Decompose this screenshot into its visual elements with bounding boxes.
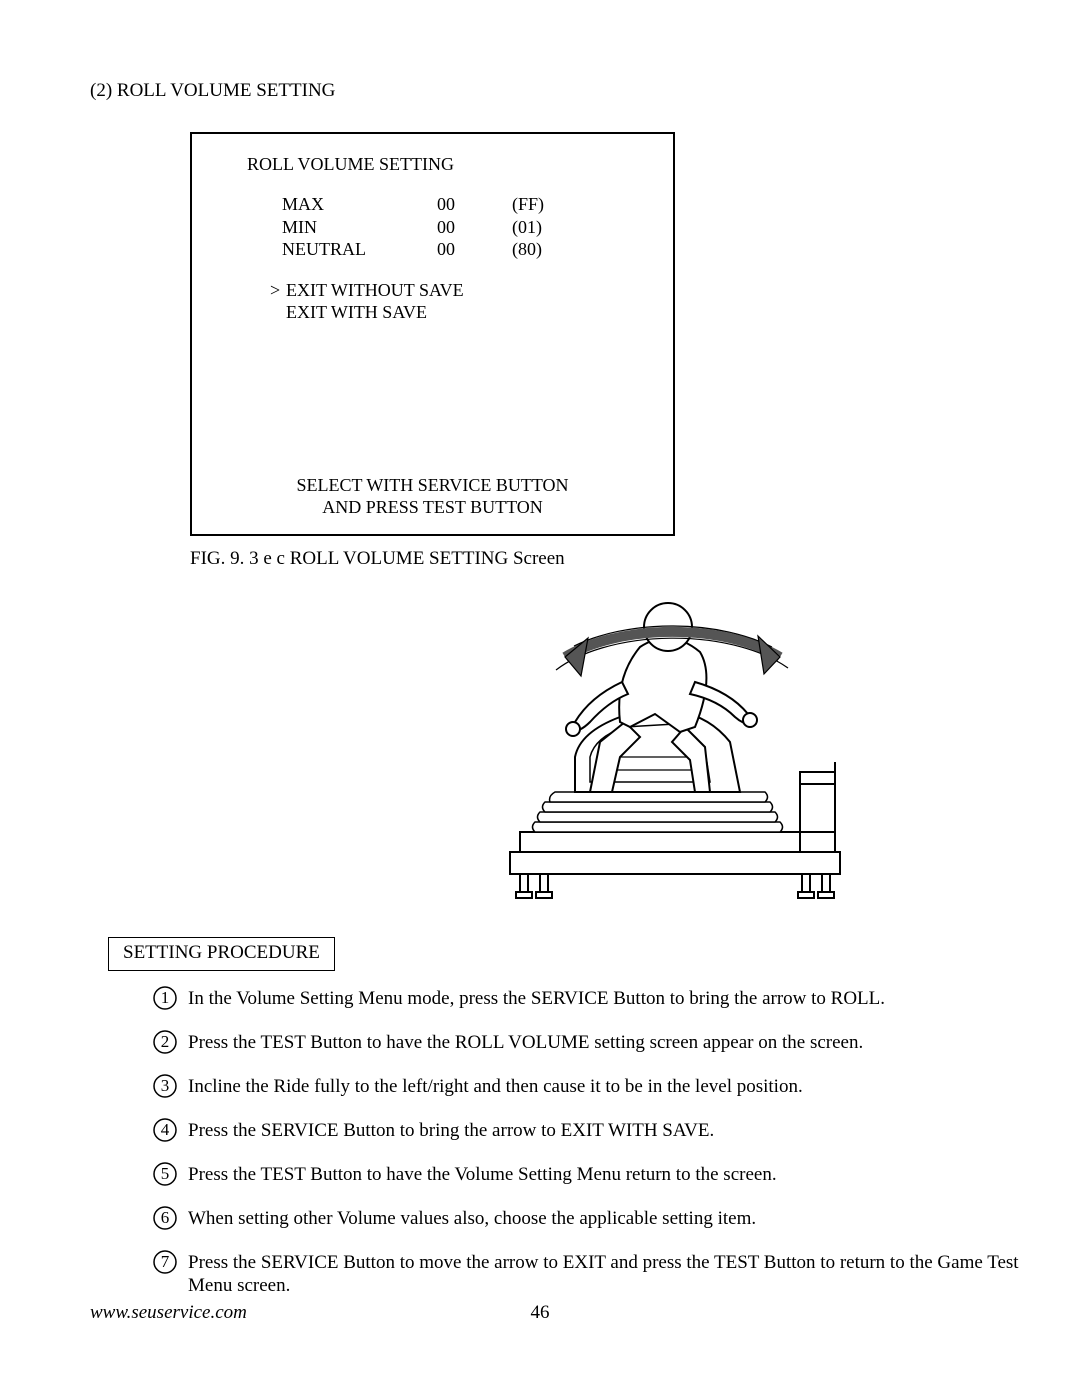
value-label: NEUTRAL	[282, 238, 437, 261]
step-text: In the Volume Setting Menu mode, press t…	[188, 985, 885, 1011]
step-number-icon: 6	[152, 1205, 182, 1231]
step-text: Press the SERVICE Button to bring the ar…	[188, 1117, 714, 1143]
ride-roll-illustration	[480, 582, 870, 917]
step-5: 5 Press the TEST Button to have the Volu…	[152, 1161, 1022, 1187]
step-number-icon: 2	[152, 1029, 182, 1055]
cursor-arrow-icon: >	[270, 279, 286, 302]
screen-footer-line2: AND PRESS TEST BUTTON	[192, 496, 673, 519]
step-7: 7 Press the SERVICE Button to move the a…	[152, 1249, 1022, 1299]
screen-row-max: MAX 00 (FF)	[282, 193, 673, 216]
step-number-icon: 7	[152, 1249, 182, 1275]
step-text: Incline the Ride fully to the left/right…	[188, 1073, 803, 1099]
footer-url: www.seuservice.com	[90, 1302, 247, 1324]
setting-procedure-heading: SETTING PROCEDURE	[108, 937, 335, 971]
step-2: 2 Press the TEST Button to have the ROLL…	[152, 1029, 1022, 1055]
step-text: Press the TEST Button to have the Volume…	[188, 1161, 777, 1187]
screen-row-neutral: NEUTRAL 00 (80)	[282, 238, 673, 261]
screen-footer: SELECT WITH SERVICE BUTTON AND PRESS TES…	[192, 474, 673, 519]
page-footer: www.seuservice.com 46	[90, 1302, 990, 1324]
step-1: 1 In the Volume Setting Menu mode, press…	[152, 985, 1022, 1011]
value-hex: (FF)	[512, 193, 544, 216]
exit-without-save-label: EXIT WITHOUT SAVE	[286, 279, 464, 302]
value-number: 00	[437, 238, 512, 261]
section-header: (2) ROLL VOLUME SETTING	[90, 80, 990, 102]
exit-row-with-save: EXIT WITH SAVE	[270, 301, 673, 324]
screen-title: ROLL VOLUME SETTING	[247, 154, 673, 175]
screen-row-min: MIN 00 (01)	[282, 216, 673, 239]
exit-with-save-label: EXIT WITH SAVE	[286, 301, 427, 324]
step-text: Press the TEST Button to have the ROLL V…	[188, 1029, 863, 1055]
svg-text:7: 7	[161, 1252, 170, 1271]
step-6: 6 When setting other Volume values also,…	[152, 1205, 1022, 1231]
step-number-icon: 3	[152, 1073, 182, 1099]
value-hex: (01)	[512, 216, 542, 239]
screen-values-block: MAX 00 (FF) MIN 00 (01) NEUTRAL 00 (80)	[282, 193, 673, 261]
value-number: 00	[437, 193, 512, 216]
svg-text:6: 6	[161, 1208, 170, 1227]
svg-text:2: 2	[161, 1032, 170, 1051]
screen-box: ROLL VOLUME SETTING MAX 00 (FF) MIN 00 (…	[190, 132, 675, 536]
svg-text:4: 4	[161, 1120, 170, 1139]
step-number-icon: 1	[152, 985, 182, 1011]
screen-footer-line1: SELECT WITH SERVICE BUTTON	[192, 474, 673, 497]
value-label: MAX	[282, 193, 437, 216]
step-4: 4 Press the SERVICE Button to bring the …	[152, 1117, 1022, 1143]
svg-text:5: 5	[161, 1164, 170, 1183]
svg-text:3: 3	[161, 1076, 170, 1095]
value-hex: (80)	[512, 238, 542, 261]
value-label: MIN	[282, 216, 437, 239]
step-3: 3 Incline the Ride fully to the left/rig…	[152, 1073, 1022, 1099]
procedure-steps: 1 In the Volume Setting Menu mode, press…	[152, 985, 1022, 1299]
step-text: When setting other Volume values also, c…	[188, 1205, 756, 1231]
exit-row-without-save: > EXIT WITHOUT SAVE	[270, 279, 673, 302]
svg-text:1: 1	[161, 988, 170, 1007]
exit-block: > EXIT WITHOUT SAVE EXIT WITH SAVE	[270, 279, 673, 324]
step-text: Press the SERVICE Button to move the arr…	[188, 1249, 1022, 1299]
value-number: 00	[437, 216, 512, 239]
step-number-icon: 4	[152, 1117, 182, 1143]
cursor-arrow-spacer	[270, 301, 286, 324]
figure-caption: FIG. 9. 3 e c ROLL VOLUME SETTING Screen	[190, 548, 990, 570]
step-number-icon: 5	[152, 1161, 182, 1187]
footer-page-number: 46	[531, 1302, 550, 1324]
